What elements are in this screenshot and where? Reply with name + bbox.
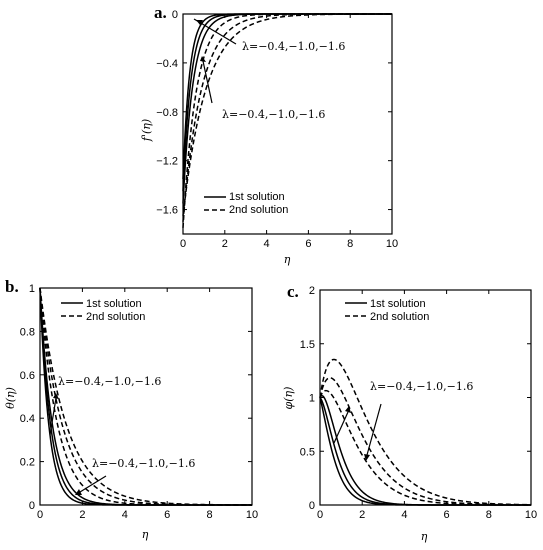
panel-b-annotation-upper: λ=−0.4,−1.0,−1.6 bbox=[58, 375, 161, 388]
panel-a-legend: 1st solution 2nd solution bbox=[204, 191, 288, 216]
series-line-2nd-5 bbox=[182, 13, 392, 222]
series-line-2nd-6 bbox=[39, 287, 253, 506]
y-tick-label: 0.2 bbox=[20, 457, 35, 469]
panel-b-label: b. bbox=[5, 277, 19, 296]
panel-b-arrowhead-upper bbox=[53, 393, 59, 399]
y-tick-label: 0 bbox=[29, 500, 35, 512]
series-line-1st-3 bbox=[39, 287, 252, 506]
series-line-1st-1 bbox=[39, 287, 252, 506]
y-tick-label: 0.8 bbox=[20, 326, 35, 338]
x-tick-label: 10 bbox=[246, 509, 258, 521]
panel-b-xlabel: η bbox=[142, 528, 149, 541]
series-line-2nd-5 bbox=[319, 377, 531, 506]
panel-a-ylabel: f'(η) bbox=[140, 119, 153, 142]
x-tick-label: 10 bbox=[525, 509, 537, 521]
x-tick-label: 6 bbox=[305, 238, 311, 250]
series-line-1st-2 bbox=[39, 287, 252, 506]
legend-entry-2nd: 2nd solution bbox=[86, 311, 145, 323]
x-tick-label: 10 bbox=[386, 238, 398, 250]
panel-a: a. f'(η) η 1st solution 2nd solution λ=−… bbox=[140, 3, 398, 266]
series-line-1st-1 bbox=[182, 13, 392, 180]
legend-entry-2nd: 2nd solution bbox=[229, 204, 288, 216]
legend-entry-2nd: 2nd solution bbox=[370, 311, 429, 323]
panel-c-annotation: λ=−0.4,−1.0,−1.6 bbox=[370, 380, 473, 393]
x-tick-label: 4 bbox=[401, 509, 407, 521]
y-tick-label: 0 bbox=[172, 9, 178, 21]
y-tick-label: 0.5 bbox=[300, 446, 315, 458]
x-tick-label: 2 bbox=[359, 509, 365, 521]
panel-c-ylabel: φ(η) bbox=[282, 387, 295, 410]
y-tick-label: −1.2 bbox=[156, 156, 178, 168]
y-tick-label: 0.6 bbox=[20, 370, 35, 382]
panel-c-arrow-right bbox=[366, 403, 382, 456]
series-line-2nd-4 bbox=[39, 287, 252, 506]
y-tick-label: 0 bbox=[309, 500, 315, 512]
y-tick-label: 1 bbox=[29, 283, 35, 295]
panel-c-legend: 1st solution 2nd solution bbox=[345, 298, 429, 323]
panel-c-arrowhead-left bbox=[345, 406, 351, 413]
panel-a-arrowhead-upper bbox=[196, 20, 203, 25]
legend-entry-1st: 1st solution bbox=[229, 191, 285, 203]
legend-entry-1st: 1st solution bbox=[370, 298, 426, 310]
y-tick-label: −0.4 bbox=[156, 58, 178, 70]
x-tick-label: 0 bbox=[317, 509, 323, 521]
x-tick-label: 0 bbox=[180, 238, 186, 250]
panel-c-label: c. bbox=[287, 282, 299, 301]
y-tick-label: −1.6 bbox=[156, 205, 178, 217]
y-tick-label: 2 bbox=[309, 285, 315, 297]
x-tick-label: 4 bbox=[122, 509, 128, 521]
y-tick-label: 1 bbox=[309, 393, 315, 405]
series-line-2nd-6 bbox=[319, 358, 532, 506]
x-tick-label: 0 bbox=[37, 509, 43, 521]
panel-b-legend: 1st solution 2nd solution bbox=[61, 298, 145, 323]
legend-entry-1st: 1st solution bbox=[86, 298, 142, 310]
panel-a-annotation-lower: λ=−0.4,−1.0,−1.6 bbox=[222, 108, 325, 121]
panel-b-arrow-lower bbox=[79, 475, 107, 493]
series-line-2nd-6 bbox=[182, 13, 393, 216]
y-tick-label: 1.5 bbox=[300, 339, 315, 351]
panel-c: c. φ(η) η 1st solution 2nd solution λ=−0… bbox=[282, 282, 537, 543]
panel-a-label: a. bbox=[154, 3, 167, 22]
panel-b-annotation-lower: λ=−0.4,−1.0,−1.6 bbox=[92, 457, 195, 470]
x-tick-label: 6 bbox=[164, 509, 170, 521]
panel-b-ylabel: θ(η) bbox=[4, 387, 17, 409]
panel-a-annotation-upper: λ=−0.4,−1.0,−1.6 bbox=[242, 40, 345, 53]
panel-a-xlabel: η bbox=[284, 253, 291, 266]
x-tick-label: 2 bbox=[222, 238, 228, 250]
y-tick-label: 0.4 bbox=[20, 413, 35, 425]
y-tick-label: −0.8 bbox=[156, 107, 178, 119]
x-tick-label: 8 bbox=[207, 509, 213, 521]
panel-c-xlabel: η bbox=[421, 530, 428, 543]
x-tick-label: 2 bbox=[79, 509, 85, 521]
panel-c-arrow-left bbox=[333, 411, 349, 444]
series-line-2nd-5 bbox=[39, 287, 252, 506]
x-tick-label: 8 bbox=[486, 509, 492, 521]
x-tick-label: 8 bbox=[347, 238, 353, 250]
x-tick-label: 4 bbox=[264, 238, 270, 250]
plot-frame bbox=[39, 287, 253, 506]
panel-b: b. θ(η) η 1st solution 2nd solution λ=−0… bbox=[4, 277, 258, 541]
x-tick-label: 6 bbox=[444, 509, 450, 521]
